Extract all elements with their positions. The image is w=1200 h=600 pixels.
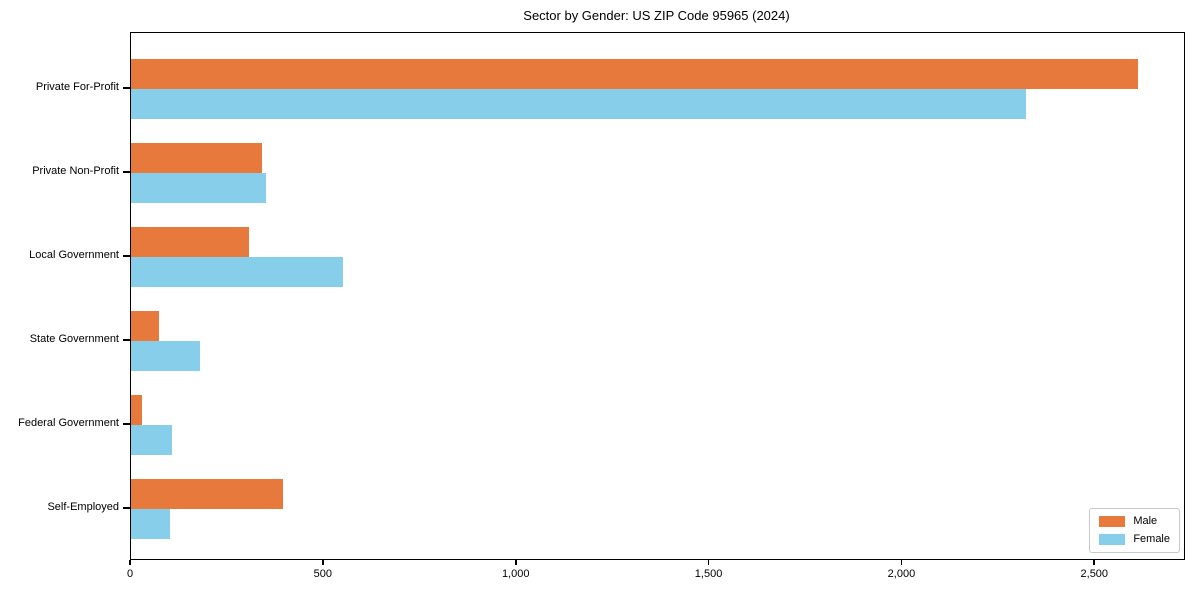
legend-item-male: Male (1099, 516, 1170, 527)
legend: Male Female (1089, 508, 1180, 553)
x-tick-label-1500: 1,500 (694, 568, 723, 580)
x-tick-mark (322, 560, 324, 565)
legend-swatch-male (1099, 516, 1126, 527)
bar-male-private-for-profit (131, 59, 1138, 89)
x-tick-label-1000: 1,000 (501, 568, 530, 580)
bar-female-private-non-profit (131, 173, 266, 203)
legend-item-female: Female (1099, 534, 1170, 545)
y-tick-mark (123, 423, 130, 425)
y-axis-label-state-government: State Government (29, 333, 119, 345)
x-tick-mark (514, 560, 517, 565)
bar-male-local-government (131, 227, 249, 257)
legend-label-female: Female (1133, 533, 1170, 545)
bar-male-private-non-profit (131, 143, 263, 173)
x-tick-mark (1093, 560, 1096, 565)
y-tick-mark (123, 255, 130, 257)
bar-female-private-for-profit (131, 89, 1026, 119)
legend-label-male: Male (1133, 515, 1158, 527)
y-axis-label-local-government: Local Government (29, 249, 119, 261)
bar-female-federal-government (131, 425, 172, 455)
bar-male-self-employed (131, 479, 284, 509)
y-axis-label-private-for-profit: Private For-Profit (35, 81, 119, 93)
y-tick-mark (123, 87, 130, 89)
x-tick-label-2500: 2,500 (1080, 568, 1109, 580)
x-tick-mark (900, 560, 903, 565)
bar-female-state-government (131, 341, 201, 371)
bar-male-federal-government (131, 395, 142, 425)
bar-male-state-government (131, 311, 159, 341)
legend-swatch-female (1099, 534, 1126, 545)
y-tick-mark (123, 507, 130, 509)
x-tick-mark (129, 560, 131, 565)
x-tick-label-0: 0 (126, 568, 134, 580)
bar-female-local-government (131, 257, 344, 287)
x-tick-mark (707, 560, 710, 565)
bar-female-self-employed (131, 509, 170, 539)
y-axis-label-self-employed: Self-Employed (47, 501, 119, 513)
y-tick-mark (123, 171, 130, 173)
y-tick-mark (123, 339, 130, 341)
chart-title: Sector by Gender: US ZIP Code 95965 (202… (523, 8, 790, 23)
y-axis-label-federal-government: Federal Government (18, 417, 119, 429)
x-tick-label-2000: 2,000 (887, 568, 916, 580)
y-axis-label-private-non-profit: Private Non-Profit (32, 165, 119, 177)
x-tick-label-500: 500 (313, 568, 333, 580)
plot-area: Male Female (130, 32, 1185, 560)
